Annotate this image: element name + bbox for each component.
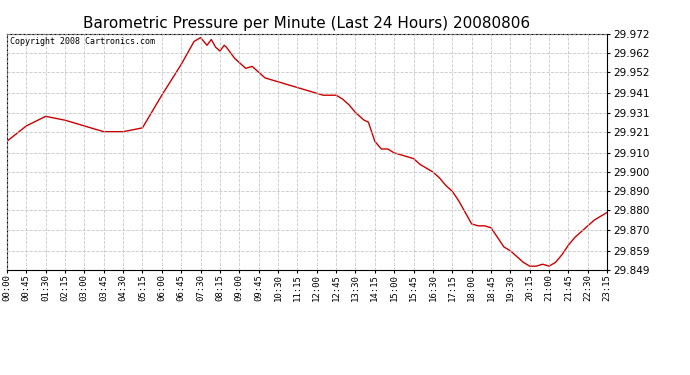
Text: Copyright 2008 Cartronics.com: Copyright 2008 Cartronics.com [10,37,155,46]
Title: Barometric Pressure per Minute (Last 24 Hours) 20080806: Barometric Pressure per Minute (Last 24 … [83,16,531,31]
